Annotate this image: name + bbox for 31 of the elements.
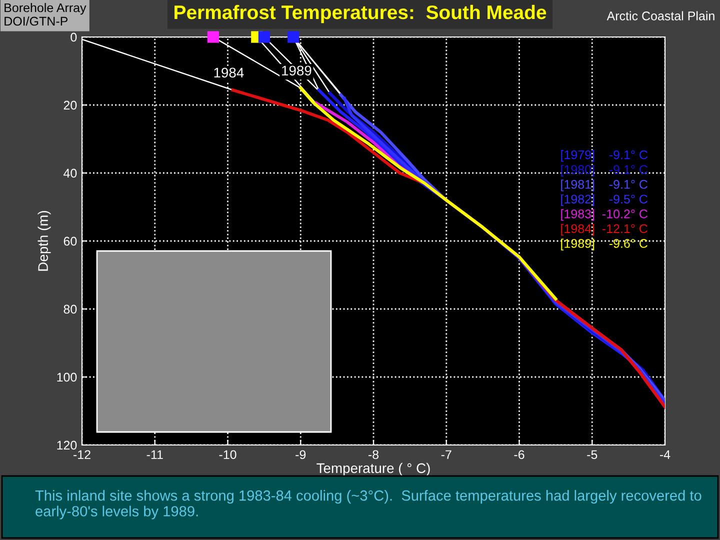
x-tick-label: -11 xyxy=(146,450,163,459)
text: Arctic Coastal Plain xyxy=(606,11,714,20)
text: This inland site shows a strong 1983-84 cooling (~3°C). Surface temperatures had largely recovered to early-80's levels by 1989. xyxy=(35,490,702,520)
text: [1983] -10.2° C xyxy=(561,209,648,221)
x-tick-label: -12 xyxy=(74,450,90,459)
x-tick-label: -8 xyxy=(368,450,379,460)
text: [1989] -9.6° C xyxy=(561,238,648,250)
y-tick-label: 80 xyxy=(64,304,77,314)
y-tick-label: 40 xyxy=(64,168,77,178)
text: [1979] -9.1° C xyxy=(561,150,648,162)
text: [1981] -9.1° C xyxy=(561,180,648,192)
y-tick-label: 120 xyxy=(57,440,77,450)
text: Borehole Array DOI/GTN-P xyxy=(4,3,86,26)
y-tick-label: 20 xyxy=(64,100,77,110)
y-axis-title: Depth (m) xyxy=(38,210,51,271)
text: [1980] -9.1° C xyxy=(561,164,648,176)
y-tick-label: 0 xyxy=(70,32,77,42)
chart-title: Permafrost Temperatures: South Meade xyxy=(174,4,546,24)
text: [1982] -9.5° C xyxy=(561,194,648,206)
x-tick-label: -4 xyxy=(660,450,670,459)
x-tick-label: -6 xyxy=(514,450,524,460)
text: [1984] -12.1° C xyxy=(561,224,648,236)
x-axis-title: Temperature ( ° C) xyxy=(316,462,430,476)
x-tick-label: -10 xyxy=(219,450,236,460)
annotation: 1984 xyxy=(214,68,244,78)
annotation: 1989 xyxy=(282,66,312,76)
x-tick-label: -7 xyxy=(441,450,452,459)
x-tick-label: -5 xyxy=(587,450,598,460)
y-tick-label: 100 xyxy=(57,372,77,382)
y-tick-label: 60 xyxy=(64,236,77,246)
x-tick-label: -9 xyxy=(296,450,306,460)
